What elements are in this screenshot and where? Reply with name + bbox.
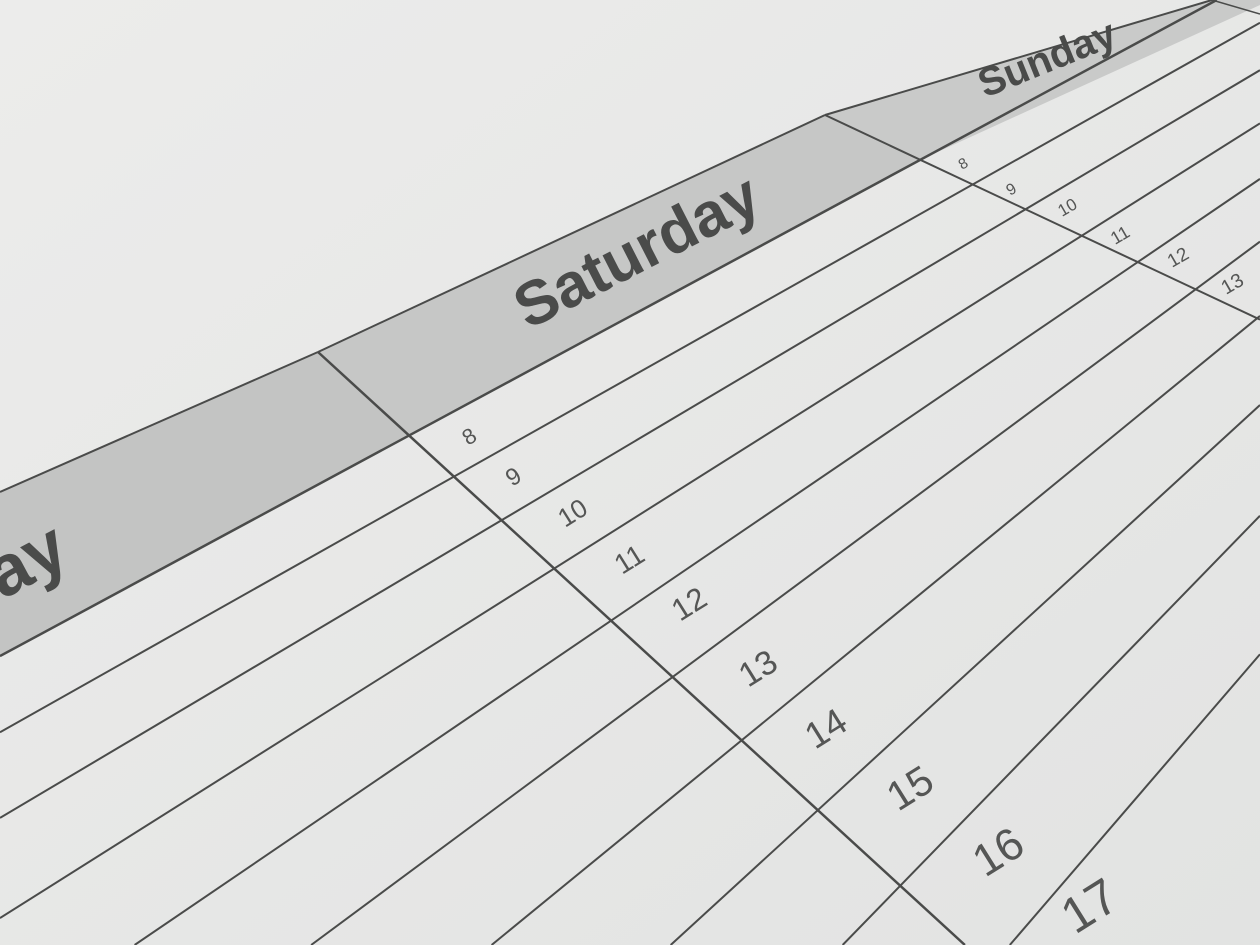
column-divider-saturday-sunday	[824, 114, 1260, 321]
row-line	[1009, 653, 1260, 945]
row-line	[490, 315, 1260, 945]
row-line	[0, 122, 1260, 919]
row-line	[310, 240, 1260, 945]
header-band-friday	[0, 352, 410, 655]
header-top-edge	[824, 0, 1213, 116]
header-band-sunday	[825, 0, 1260, 160]
row-line	[0, 0, 1218, 658]
column-divider-sunday-right	[1211, 0, 1260, 15]
header-top-edge	[0, 351, 319, 493]
row-line	[0, 21, 1260, 734]
header-band-saturday	[318, 115, 920, 435]
column-divider-friday-saturday	[317, 351, 966, 945]
header-top-edge	[317, 114, 826, 353]
row-line	[669, 404, 1260, 945]
row-line	[134, 178, 1260, 945]
row-line	[841, 515, 1260, 945]
row-line	[0, 69, 1260, 819]
